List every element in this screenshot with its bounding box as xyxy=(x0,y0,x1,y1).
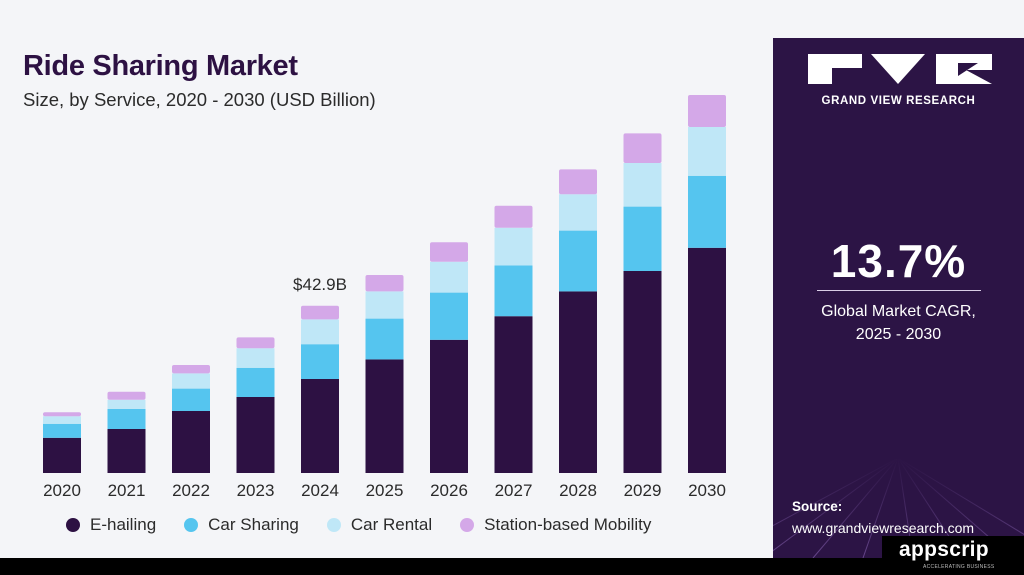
bar-station-based-mobility-2022 xyxy=(172,365,210,374)
bar-car-sharing-2025 xyxy=(365,318,404,360)
bar-e-hailing-2028 xyxy=(559,291,597,473)
bar-car-rental-2028 xyxy=(559,194,597,231)
bar-e-hailing-2024 xyxy=(301,379,339,473)
bar-e-hailing-2029 xyxy=(623,271,662,473)
data-label-2024: $42.9B xyxy=(293,275,347,294)
chart-legend: E-hailing Car Sharing Car Rental Station… xyxy=(66,515,679,535)
source-link[interactable]: www.grandviewresearch.com xyxy=(792,520,975,536)
bar-car-rental-2024 xyxy=(301,319,339,345)
bar-station-based-mobility-2027 xyxy=(494,205,533,228)
stacked-bar-chart: 2020 2021 2022 2023 2024 $42.9B 2025 2026 2027 20… xyxy=(43,95,726,500)
bar-e-hailing-2025 xyxy=(365,359,404,473)
bar-car-rental-2022 xyxy=(172,373,210,389)
legend-label-car-rental: Car Rental xyxy=(350,515,433,534)
bar-car-rental-2030 xyxy=(688,127,726,176)
bar-car-sharing-2022 xyxy=(172,388,210,411)
x-tick-label-2020: 2020 xyxy=(43,481,81,500)
divider xyxy=(817,290,981,291)
cagr-side-panel: GRAND VIEW RESEARCH 13.7% Global Market … xyxy=(773,38,1024,558)
bar-car-rental-2029 xyxy=(623,163,662,207)
bar-station-based-mobility-2028 xyxy=(559,169,597,195)
cagr-label-line2: 2025 - 2030 xyxy=(855,326,942,343)
bar-car-sharing-2021 xyxy=(107,409,146,429)
x-tick-label-2030: 2030 xyxy=(688,481,726,500)
legend-item-car-sharing: Car Sharing xyxy=(184,515,299,535)
watermark-tagline: ACCELERATING BUSINESS xyxy=(923,564,995,570)
bar-e-hailing-2023 xyxy=(236,397,275,473)
bar-e-hailing-2020 xyxy=(43,437,81,473)
bar-e-hailing-2026 xyxy=(430,339,468,473)
legend-swatch-e-hailing xyxy=(66,518,80,532)
bar-station-based-mobility-2030 xyxy=(688,95,726,127)
bar-car-sharing-2029 xyxy=(623,206,662,271)
bar-station-based-mobility-2029 xyxy=(623,133,662,163)
legend-swatch-station-based-mobility xyxy=(460,518,475,532)
bar-car-rental-2023 xyxy=(236,348,275,368)
x-tick-label-2028: 2028 xyxy=(559,481,597,500)
appscrip-watermark: appscrip ACCELERATING BUSINESS xyxy=(882,536,1024,575)
x-tick-label-2024: 2024 xyxy=(301,481,339,500)
bar-car-sharing-2028 xyxy=(559,230,597,292)
x-tick-label-2025: 2025 xyxy=(366,481,404,500)
source-label: Source: xyxy=(792,499,843,514)
legend-label-station-based-mobility: Station-based Mobility xyxy=(484,515,652,534)
chart-title: Ride Sharing Market xyxy=(23,50,298,82)
x-tick-label-2021: 2021 xyxy=(108,481,146,500)
legend-swatch-car-rental xyxy=(326,518,341,532)
bar-station-based-mobility-2024 xyxy=(301,305,339,320)
legend-label-car-sharing: Car Sharing xyxy=(208,515,299,534)
brand-name: GRAND VIEW RESEARCH xyxy=(821,95,976,107)
bar-station-based-mobility-2023 xyxy=(236,337,275,349)
bar-car-rental-2021 xyxy=(107,399,146,409)
cagr-label: Global Market CAGR, 2025 - 2030 xyxy=(773,300,1024,346)
bar-car-sharing-2030 xyxy=(688,175,726,248)
bar-e-hailing-2021 xyxy=(107,429,146,473)
bar-station-based-mobility-2025 xyxy=(365,275,404,292)
legend-item-station-based-mobility: Station-based Mobility xyxy=(460,515,651,535)
legend-label-e-hailing: E-hailing xyxy=(90,515,157,534)
gvr-logo-icon xyxy=(808,54,992,84)
cagr-value: 13.7% xyxy=(830,235,967,287)
bar-car-rental-2027 xyxy=(494,227,533,266)
x-tick-label-2027: 2027 xyxy=(495,481,533,500)
bar-station-based-mobility-2026 xyxy=(430,242,468,262)
x-tick-label-2026: 2026 xyxy=(430,481,468,500)
x-tick-label-2029: 2029 xyxy=(624,481,662,500)
legend-swatch-car-sharing xyxy=(184,518,199,532)
bar-car-rental-2026 xyxy=(430,261,468,293)
cagr-label-line1: Global Market CAGR, xyxy=(821,303,976,320)
bar-car-sharing-2023 xyxy=(236,367,275,397)
bar-e-hailing-2030 xyxy=(688,247,726,473)
bar-car-sharing-2020 xyxy=(43,423,81,438)
bar-e-hailing-2022 xyxy=(172,411,210,473)
x-tick-label-2023: 2023 xyxy=(237,481,275,500)
bar-car-rental-2020 xyxy=(43,416,81,424)
bar-car-sharing-2026 xyxy=(430,292,468,340)
bar-car-sharing-2024 xyxy=(301,344,339,379)
bar-car-sharing-2027 xyxy=(494,265,533,317)
bar-car-rental-2025 xyxy=(365,291,404,319)
bar-e-hailing-2027 xyxy=(494,316,533,473)
bar-station-based-mobility-2020 xyxy=(43,412,81,417)
infographic: 2020 2021 2022 2023 2024 $42.9B 2025 2026 2027 20… xyxy=(0,0,1024,558)
watermark-name: appscrip xyxy=(899,538,989,561)
legend-item-e-hailing: E-hailing xyxy=(66,515,156,535)
chart-subtitle: Size, by Service, 2020 - 2030 (USD Billi… xyxy=(23,89,376,110)
legend-item-car-rental: Car Rental xyxy=(326,515,433,535)
x-tick-label-2022: 2022 xyxy=(172,481,210,500)
bar-station-based-mobility-2021 xyxy=(107,391,146,400)
